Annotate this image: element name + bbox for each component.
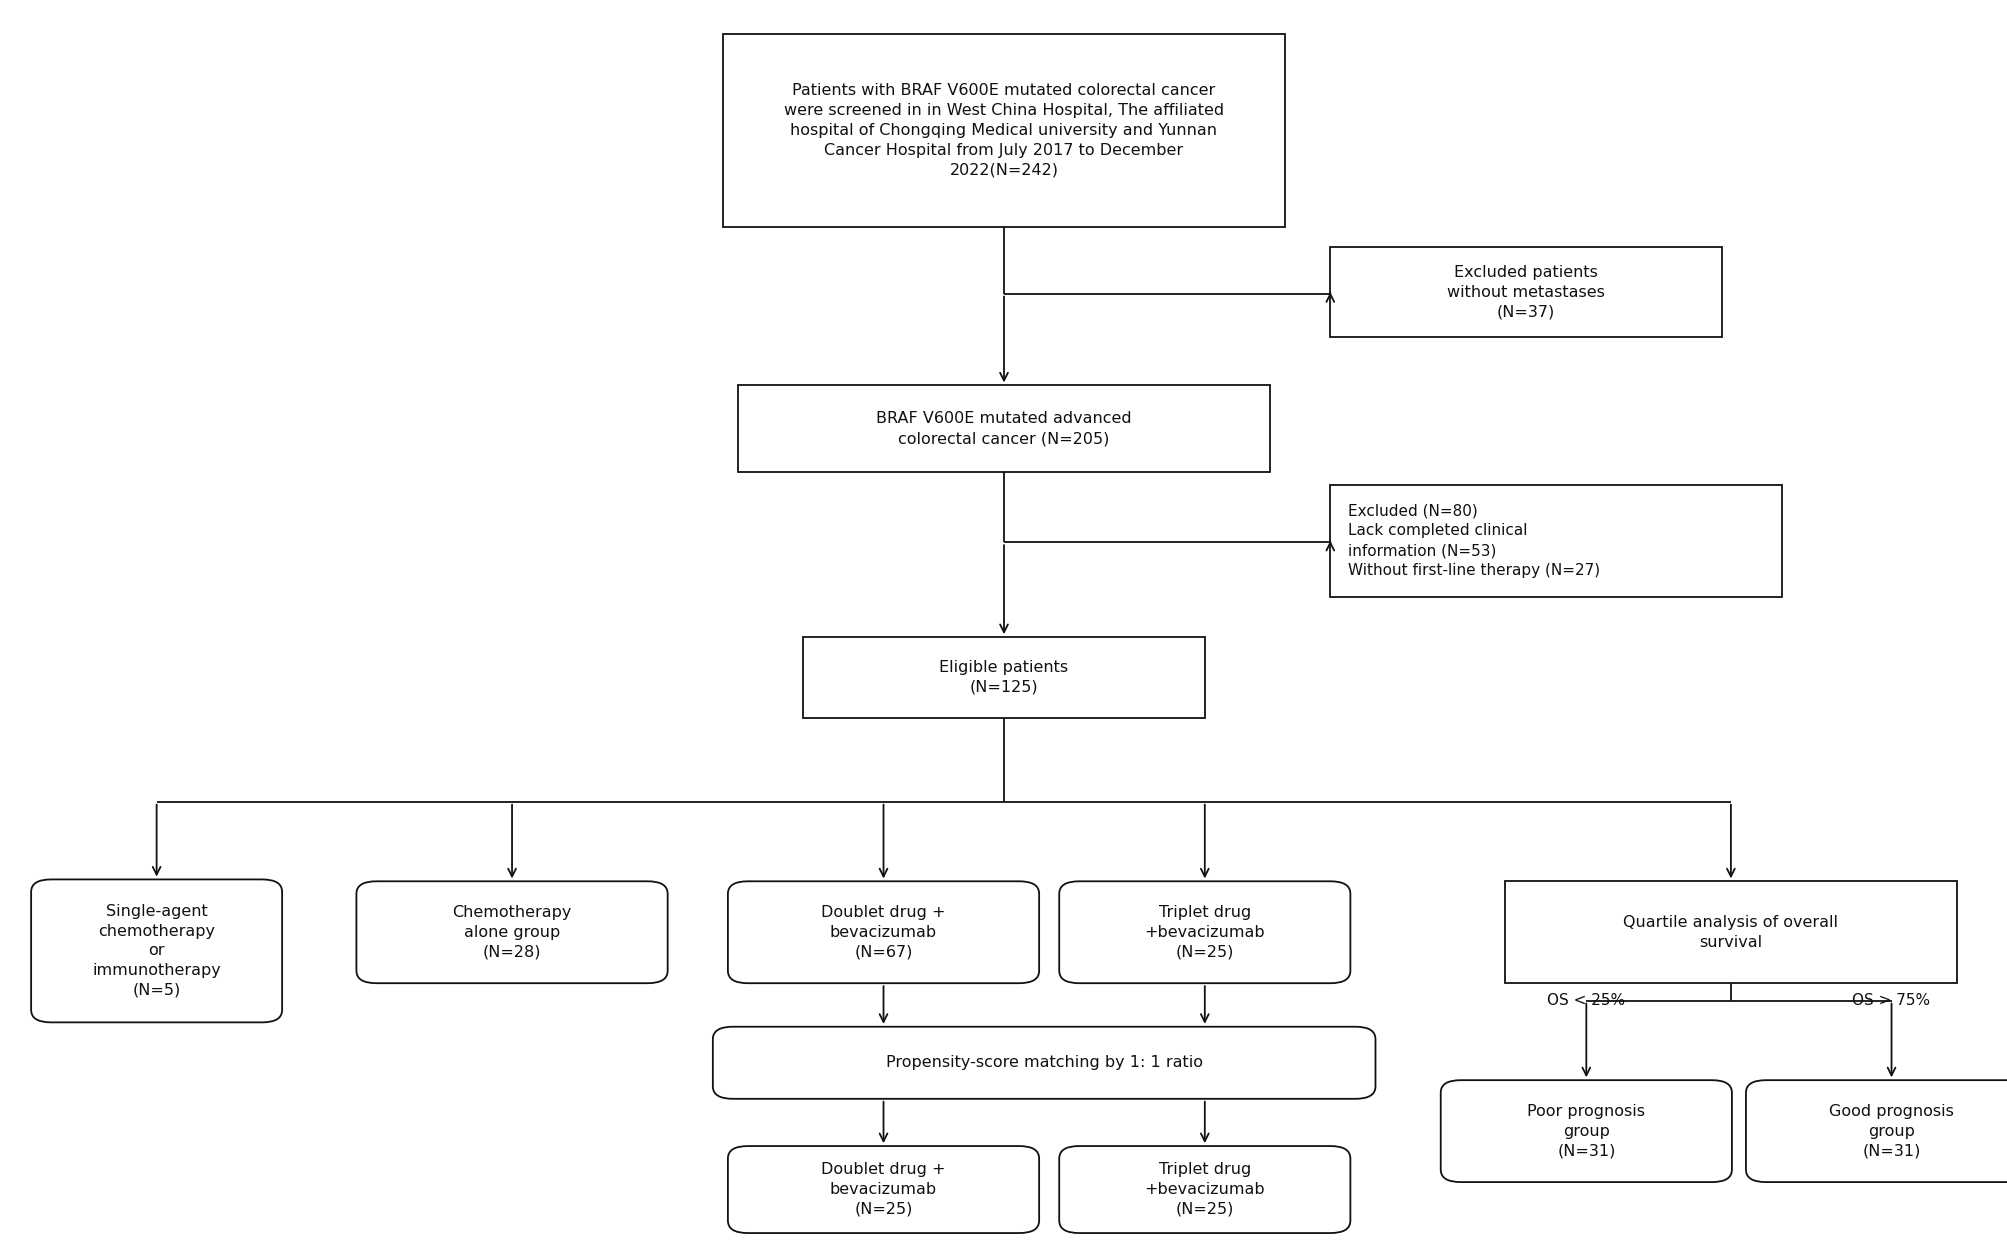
Text: Chemotherapy
alone group
(N=28): Chemotherapy alone group (N=28) (452, 905, 572, 960)
Text: Poor prognosis
group
(N=31): Poor prognosis group (N=31) (1527, 1104, 1644, 1158)
FancyBboxPatch shape (727, 881, 1040, 983)
Text: Eligible patients
(N=125): Eligible patients (N=125) (939, 660, 1068, 695)
FancyBboxPatch shape (1060, 881, 1351, 983)
FancyBboxPatch shape (1060, 1146, 1351, 1233)
Text: Propensity-score matching by 1: 1 ratio: Propensity-score matching by 1: 1 ratio (885, 1055, 1202, 1070)
Text: Excluded patients
without metastases
(N=37): Excluded patients without metastases (N=… (1447, 265, 1604, 319)
FancyBboxPatch shape (1746, 1080, 2007, 1182)
FancyBboxPatch shape (1441, 1080, 1732, 1182)
Text: Triplet drug
+bevacizumab
(N=25): Triplet drug +bevacizumab (N=25) (1144, 905, 1264, 960)
Text: Doublet drug +
bevacizumab
(N=67): Doublet drug + bevacizumab (N=67) (821, 905, 945, 960)
FancyBboxPatch shape (712, 1027, 1375, 1099)
Text: Patients with BRAF V600E mutated colorectal cancer
were screened in in West Chin: Patients with BRAF V600E mutated colorec… (783, 83, 1224, 178)
FancyBboxPatch shape (803, 638, 1204, 718)
Text: OS > 75%: OS > 75% (1852, 993, 1929, 1008)
FancyBboxPatch shape (1329, 247, 1722, 337)
FancyBboxPatch shape (723, 34, 1284, 226)
FancyBboxPatch shape (32, 880, 283, 1022)
Text: OS < 25%: OS < 25% (1547, 993, 1624, 1008)
Text: Doublet drug +
bevacizumab
(N=25): Doublet drug + bevacizumab (N=25) (821, 1162, 945, 1217)
Text: Good prognosis
group
(N=31): Good prognosis group (N=31) (1828, 1104, 1953, 1158)
FancyBboxPatch shape (739, 385, 1270, 472)
Text: Triplet drug
+bevacizumab
(N=25): Triplet drug +bevacizumab (N=25) (1144, 1162, 1264, 1217)
FancyBboxPatch shape (1329, 485, 1782, 597)
FancyBboxPatch shape (357, 881, 668, 983)
FancyBboxPatch shape (1505, 881, 1955, 983)
Text: Excluded (N=80)
Lack completed clinical
information (N=53)
Without first-line th: Excluded (N=80) Lack completed clinical … (1349, 503, 1600, 578)
Text: Quartile analysis of overall
survival: Quartile analysis of overall survival (1622, 915, 1838, 950)
Text: BRAF V600E mutated advanced
colorectal cancer (N=205): BRAF V600E mutated advanced colorectal c… (875, 411, 1132, 446)
Text: Single-agent
chemotherapy
or
immunotherapy
(N=5): Single-agent chemotherapy or immunothera… (92, 904, 221, 998)
FancyBboxPatch shape (727, 1146, 1040, 1233)
